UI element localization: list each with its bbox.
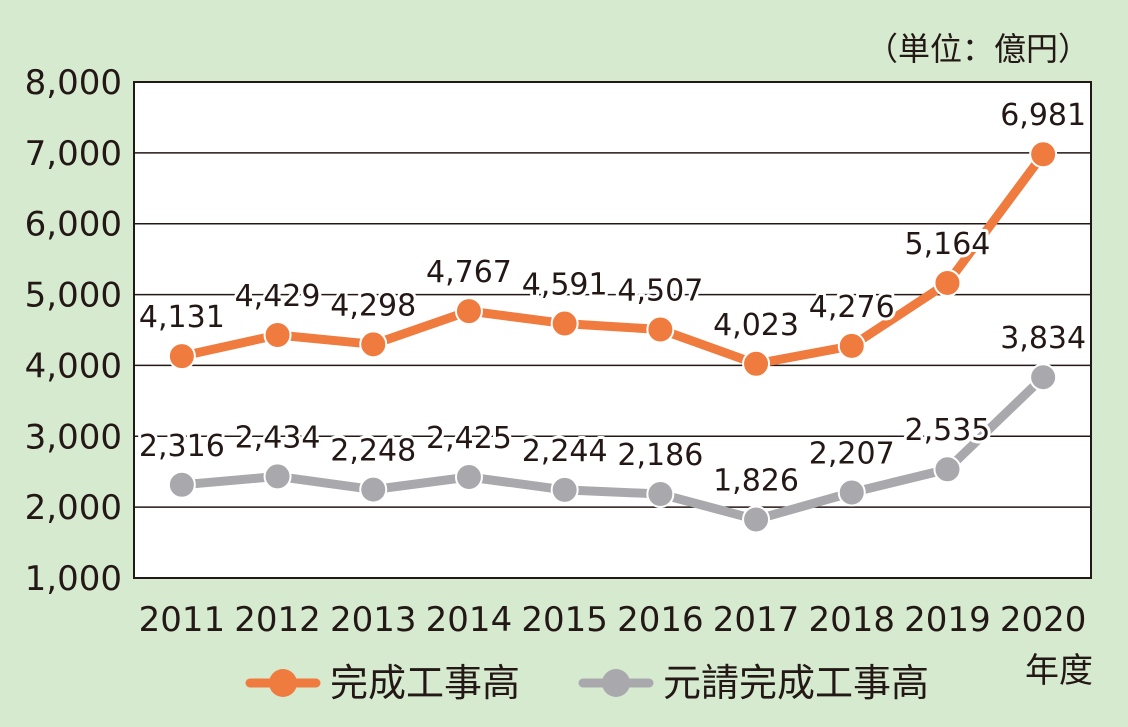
data-label-1-2020: 3,834 xyxy=(1000,321,1086,356)
data-label-1-2019: 2,535 xyxy=(905,413,991,448)
x-tick-label-2011: 2011 xyxy=(139,600,226,640)
data-point-0-2014 xyxy=(454,297,483,326)
data-label-0-2013: 4,298 xyxy=(330,288,416,323)
data-label-1-2017: 1,826 xyxy=(713,463,799,498)
series-line-0 xyxy=(177,149,1048,369)
data-point-0-2017 xyxy=(742,349,771,378)
data-point-0-2015 xyxy=(550,309,579,338)
y-axis-ticks: 1,000 2,000 3,000 4,000 5,000 6,000 7,000 8,000 xyxy=(25,63,122,599)
legend-label-motouke: 元請完成工事高 xyxy=(663,661,929,705)
x-tick-label-2013: 2013 xyxy=(330,600,417,640)
data-point-0-2018 xyxy=(837,331,866,360)
data-point-0-2013 xyxy=(359,330,388,359)
data-labels: 4,131 4,429 4,298 4,767 4,591 4,507 4,023 4,276… xyxy=(136,95,1089,501)
y-tick-label-7000: 7,000 xyxy=(25,134,122,174)
x-tick-label-2020: 2020 xyxy=(1000,600,1087,640)
legend-item-motouke: 元請完成工事高 xyxy=(578,661,929,705)
data-point-1-2016 xyxy=(646,479,675,508)
y-tick-label-8000: 8,000 xyxy=(25,63,122,103)
data-label-1-2015: 2,244 xyxy=(522,434,608,469)
data-point-1-2017 xyxy=(742,505,771,534)
legend: 完成工事高 元請完成工事高 xyxy=(245,661,929,705)
x-tick-label-2014: 2014 xyxy=(426,600,513,640)
y-tick-label-6000: 6,000 xyxy=(25,205,122,245)
data-label-1-2018: 2,207 xyxy=(809,436,895,471)
data-point-1-2015 xyxy=(550,475,579,504)
data-label-1-2013: 2,248 xyxy=(330,434,416,469)
y-tick-label-3000: 3,000 xyxy=(25,417,122,457)
x-tick-label-2019: 2019 xyxy=(904,600,991,640)
data-point-1-2011 xyxy=(167,470,196,499)
data-label-0-2018: 4,276 xyxy=(809,290,895,325)
data-point-0-2012 xyxy=(263,321,292,350)
data-point-1-2012 xyxy=(263,462,292,491)
y-tick-label-4000: 4,000 xyxy=(25,346,122,386)
data-point-1-2019 xyxy=(933,455,962,484)
data-label-0-2016: 4,507 xyxy=(617,274,703,309)
x-tick-label-2016: 2016 xyxy=(617,600,704,640)
series-line-1 xyxy=(177,372,1048,524)
data-point-0-2020 xyxy=(1029,140,1058,169)
data-label-1-2016: 2,186 xyxy=(617,438,703,473)
legend-swatch-marker-motouke xyxy=(602,669,630,697)
data-label-0-2011: 4,131 xyxy=(139,300,225,335)
data-label-0-2020: 6,981 xyxy=(1000,98,1086,133)
data-label-0-2012: 4,429 xyxy=(235,279,321,314)
gridlines xyxy=(134,152,1091,508)
data-label-1-2011: 2,316 xyxy=(139,429,225,464)
y-tick-label-1000: 1,000 xyxy=(25,559,122,599)
x-axis-label: 年度 xyxy=(1025,651,1093,691)
data-point-1-2018 xyxy=(837,478,866,507)
x-axis-ticks: 2011 2012 2013 2014 2015 2016 2017 2018 2019 2020 xyxy=(139,600,1087,640)
x-tick-label-2012: 2012 xyxy=(234,600,321,640)
data-label-0-2017: 4,023 xyxy=(713,308,799,343)
x-tick-label-2017: 2017 xyxy=(713,600,800,640)
x-tick-label-2018: 2018 xyxy=(808,600,895,640)
y-tick-label-5000: 5,000 xyxy=(25,276,122,316)
legend-swatch-marker-kansei xyxy=(269,669,297,697)
data-label-1-2012: 2,434 xyxy=(235,420,321,455)
unit-label: （単位：億円） xyxy=(866,30,1090,68)
data-label-0-2015: 4,591 xyxy=(522,268,608,303)
x-tick-label-2015: 2015 xyxy=(521,600,608,640)
legend-item-kansei: 完成工事高 xyxy=(245,661,520,705)
data-point-0-2016 xyxy=(646,315,675,344)
data-label-0-2014: 4,767 xyxy=(426,255,512,290)
data-point-0-2011 xyxy=(167,342,196,371)
legend-label-kansei: 完成工事高 xyxy=(330,661,520,705)
data-point-1-2013 xyxy=(359,475,388,504)
y-tick-label-2000: 2,000 xyxy=(25,488,122,528)
data-point-1-2020 xyxy=(1029,363,1058,392)
data-label-0-2019: 5,164 xyxy=(905,227,991,262)
data-label-1-2014: 2,425 xyxy=(426,421,512,456)
series-group xyxy=(167,140,1058,534)
data-point-1-2014 xyxy=(454,463,483,492)
data-point-0-2019 xyxy=(933,268,962,297)
